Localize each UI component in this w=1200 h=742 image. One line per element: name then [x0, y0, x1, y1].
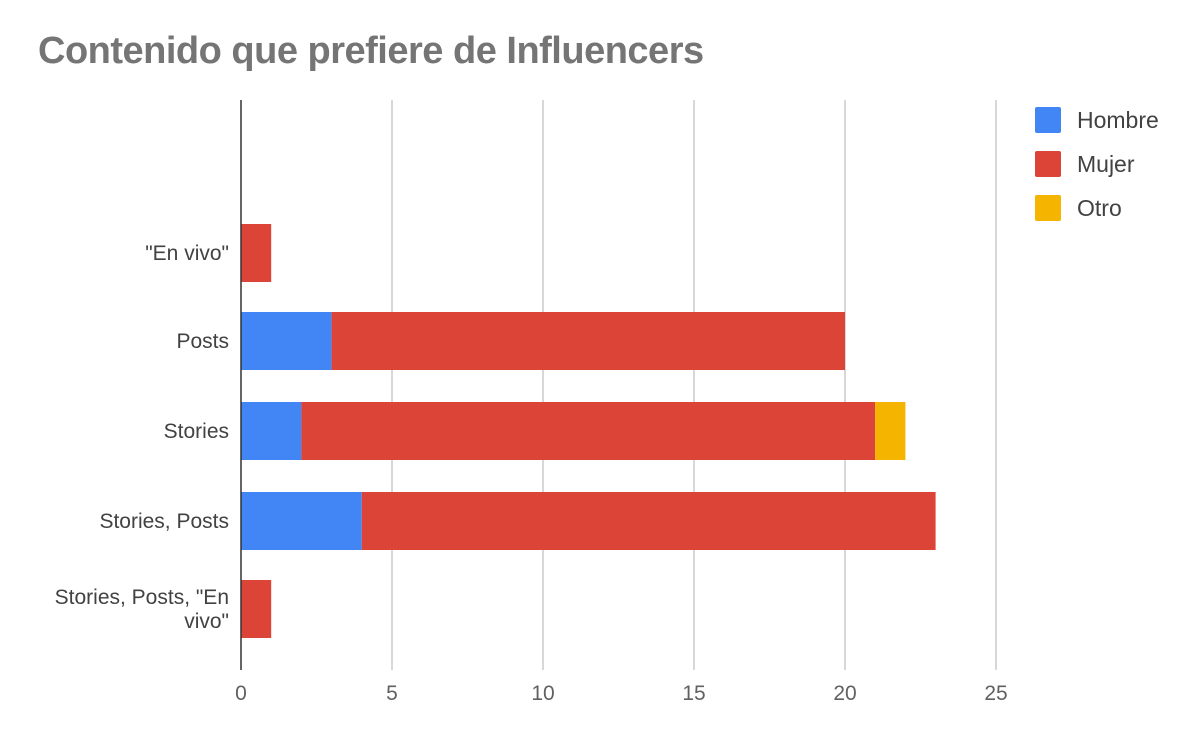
x-tick-label: 20	[833, 682, 856, 705]
x-tick-label: 0	[235, 682, 247, 705]
gridlines	[391, 100, 997, 670]
bars	[241, 224, 936, 638]
category-labels: "En vivo" Posts Stories Stories, Posts Stori…	[55, 242, 229, 633]
category-label: Posts	[176, 330, 229, 353]
x-tick-label: 5	[386, 682, 398, 705]
bar-segment-hombre	[241, 312, 332, 370]
x-tick-label: 25	[984, 682, 1007, 705]
bar-segment-hombre	[241, 492, 362, 550]
legend: Hombre Mujer Otro	[1035, 98, 1159, 230]
legend-item-otro: Otro	[1035, 186, 1159, 230]
bar-segment-mujer	[241, 580, 272, 638]
bar-segment-otro	[875, 402, 906, 460]
legend-swatch	[1035, 151, 1061, 177]
category-label: Stories	[164, 420, 229, 443]
legend-label: Otro	[1077, 194, 1122, 221]
legend-label: Hombre	[1077, 106, 1159, 133]
bar-segment-mujer	[331, 312, 846, 370]
legend-swatch	[1035, 107, 1061, 133]
legend-swatch	[1035, 195, 1061, 221]
chart-title: Contenido que prefiere de Influencers	[38, 30, 704, 72]
category-label: "En vivo"	[145, 242, 229, 265]
bar-segment-mujer	[361, 492, 936, 550]
legend-item-hombre: Hombre	[1035, 98, 1159, 142]
bar-segment-mujer	[301, 402, 876, 460]
bar-segment-hombre	[241, 402, 302, 460]
x-tick-labels: 0 5 10 15 20 25	[235, 682, 1008, 705]
legend-item-mujer: Mujer	[1035, 142, 1159, 186]
category-label: Stories, Posts, "En vivo"	[55, 586, 229, 633]
x-tick-label: 15	[682, 682, 705, 705]
category-label: Stories, Posts	[99, 510, 229, 533]
x-tick-label: 10	[531, 682, 554, 705]
bar-segment-mujer	[241, 224, 272, 282]
legend-label: Mujer	[1077, 150, 1135, 177]
